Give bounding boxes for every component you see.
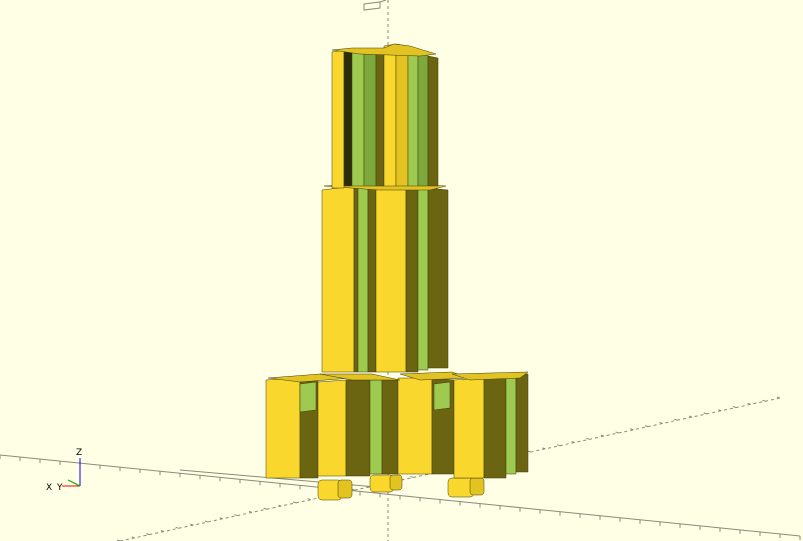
axis-tick: [586, 437, 590, 440]
axis-tick: [234, 514, 238, 517]
axis-tick: [688, 415, 693, 418]
axis-tick: [615, 431, 619, 434]
axis-tick: [644, 425, 649, 428]
model-face: [317, 379, 347, 477]
model-face: [265, 377, 301, 479]
model-face: [427, 55, 439, 187]
model-face: [505, 375, 517, 475]
axis-tick: [776, 396, 781, 399]
model-face: [427, 187, 449, 369]
axis-tick: [366, 485, 370, 488]
z-axis-marker: [363, 0, 387, 11]
axis-tick: [248, 510, 253, 513]
tower-top: [331, 43, 439, 189]
axis-tick: [703, 412, 707, 415]
model-face: [319, 373, 401, 381]
axis-tick: [131, 536, 135, 539]
model-face: [299, 381, 317, 413]
axis-tick: [175, 526, 179, 529]
axis-tick: [292, 501, 297, 504]
axis-line-x-neg: [179, 469, 389, 489]
axis-tick: [278, 504, 282, 507]
axis-tick: [718, 409, 722, 412]
model-face: [483, 377, 507, 479]
model-face: [433, 381, 451, 411]
axis-tick: [732, 406, 737, 409]
model-face: [389, 474, 403, 491]
model-face: [321, 185, 355, 373]
axis-tick: [659, 421, 663, 424]
model-face: [417, 53, 429, 187]
tower-feet: [317, 474, 485, 501]
model-face: [469, 477, 485, 496]
model-face: [515, 373, 529, 473]
axes-gizmo: Z X Y: [46, 448, 82, 493]
axis-tick: [219, 517, 223, 520]
axis-tick: [747, 402, 751, 405]
model-face: [357, 185, 369, 373]
axis-tick: [571, 441, 575, 443]
model-face: [407, 53, 419, 187]
model-face: [397, 377, 433, 475]
tower-base: [265, 371, 529, 479]
y-axis-label: Y: [56, 483, 63, 493]
axis-tick: [263, 507, 267, 510]
model-face: [405, 185, 419, 373]
z-axis-label: Z: [76, 448, 82, 458]
model-face: [369, 379, 383, 475]
axis-tick: [542, 447, 546, 450]
model-face: [331, 49, 345, 189]
model-face: [343, 49, 353, 187]
axis-tick: [204, 520, 209, 523]
axis-tick: [307, 498, 311, 501]
y-axis-gizmo-line: [67, 479, 81, 487]
axis-tick: [160, 529, 165, 532]
model-face: [383, 43, 397, 187]
model-face: [453, 377, 485, 479]
axis-tick: [146, 533, 150, 536]
model-face: [417, 187, 429, 371]
axis-tick: [674, 418, 678, 421]
x-axis-label: X: [46, 483, 52, 493]
axis-tick: [556, 444, 561, 447]
axis-tick: [600, 434, 605, 437]
model-face: [345, 379, 371, 477]
model-face: [331, 43, 437, 57]
model-face: [375, 51, 385, 187]
axis-tick: [190, 523, 194, 526]
model-face: [381, 379, 399, 475]
axis-tick: [630, 428, 634, 431]
model-face: [363, 51, 377, 187]
axis-tick: [410, 475, 414, 478]
model-face: [367, 185, 377, 373]
model-face: [337, 479, 353, 499]
model-face: [353, 185, 359, 373]
tower-middle: [321, 183, 449, 373]
model-face: [395, 43, 409, 187]
model-face: [351, 51, 365, 187]
axis-tick: [762, 399, 766, 402]
tower-model[interactable]: [265, 43, 529, 501]
model-face: [451, 371, 529, 381]
model-face: [375, 185, 407, 373]
